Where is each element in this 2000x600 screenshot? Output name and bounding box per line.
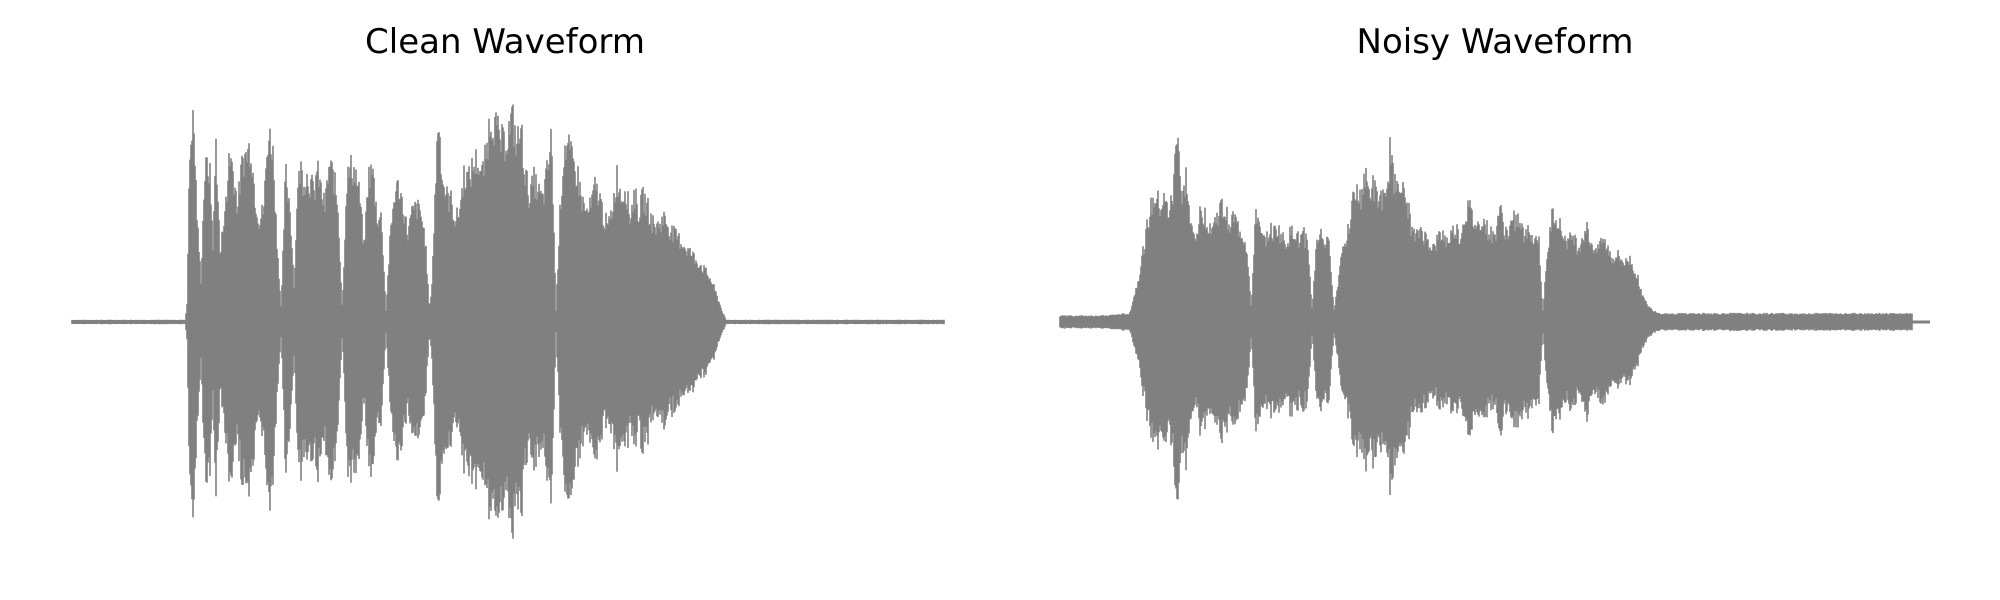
noisy-waveform-panel: Noisy Waveform: [1000, 0, 2000, 600]
chart-title: Clean Waveform: [365, 22, 645, 62]
waveform-envelope: [71, 104, 945, 539]
chart-title: Noisy Waveform: [1356, 22, 1634, 62]
waveform-series: [1059, 137, 1913, 500]
noisy-waveform-plot: [1059, 137, 1930, 500]
waveform-series: [71, 104, 945, 539]
waveform-envelope: [1059, 137, 1913, 500]
clean-waveform-plot: [71, 104, 945, 539]
clean-waveform-panel: Clean Waveform: [71, 22, 945, 539]
